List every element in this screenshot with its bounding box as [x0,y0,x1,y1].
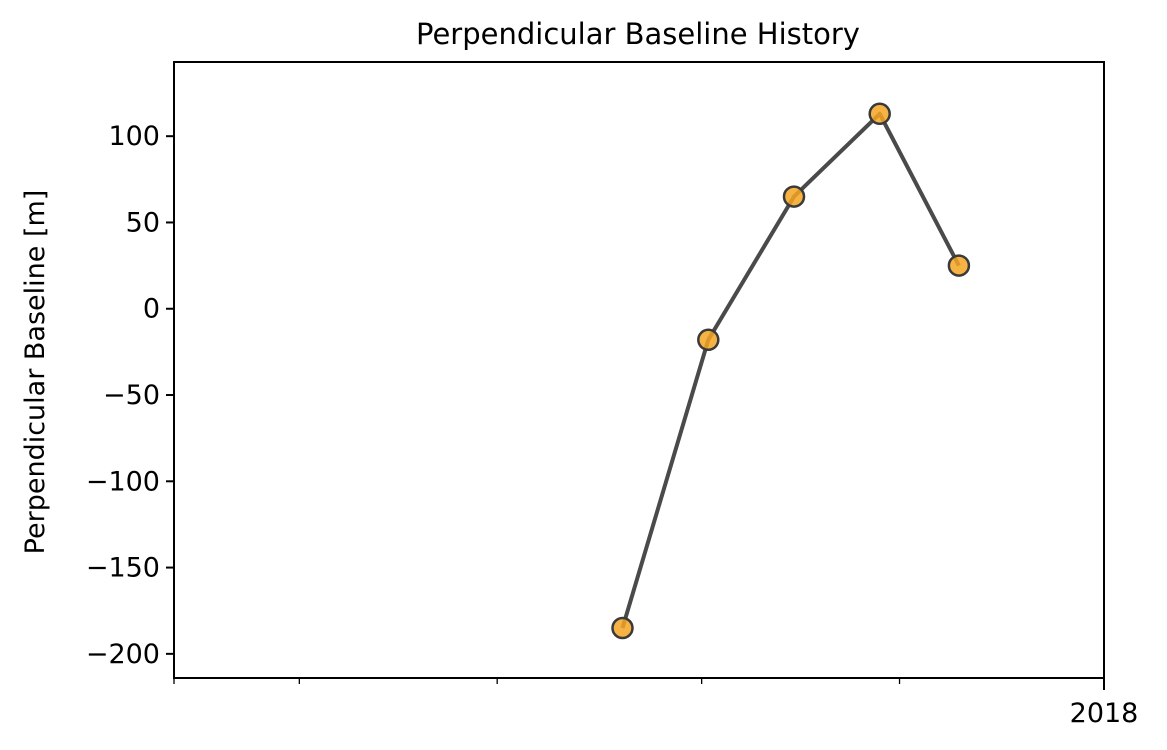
y-tick-label: 0 [143,294,160,325]
y-tick-label: 100 [108,121,160,152]
data-point-marker [611,616,634,640]
x-axis-ticks [173,678,1105,690]
chart-title: Perpendicular Baseline History [416,17,860,51]
y-tick-label: −200 [86,639,160,670]
data-point-marker [947,254,971,277]
y-axis-ticks: 100 50 0 −50 −100 −150 −200 [86,121,174,670]
y-tick-label: −100 [86,466,160,497]
data-point-marker [782,185,806,208]
data-point-marker [697,328,720,352]
y-tick-label: −50 [103,380,160,411]
y-axis-label: Perpendicular Baseline [m] [20,190,51,555]
x-tick-label-2018: 2018 [1070,698,1139,729]
plot-frame [173,61,1105,679]
series-layer [611,102,971,640]
y-tick-label: 50 [126,207,160,238]
data-point-marker [868,102,891,126]
y-tick-label: −150 [86,553,160,584]
